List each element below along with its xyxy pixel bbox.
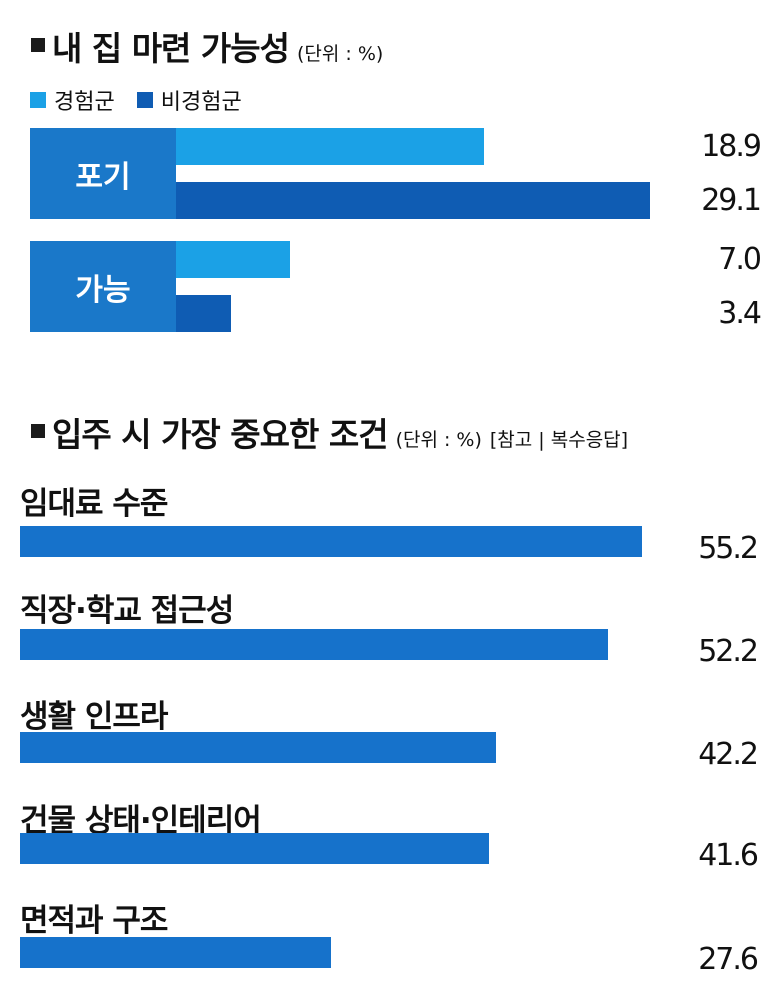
value-label: 52.2 [698,634,759,669]
chart2-unit: (단위 : %) [395,429,482,451]
legend-swatch-experienced [30,92,46,108]
legend-item-experienced: 경험군 [30,84,115,116]
bar-experienced [176,241,291,278]
bar [20,833,489,864]
section-marker-icon [31,38,45,52]
chart1-title-text: 내 집 마련 가능성 [52,29,290,68]
bar-non-experienced [176,182,650,219]
category-label-box: 가능 [30,241,176,332]
chart2-title: 입주 시 가장 중요한 조건 (단위 : %) [참고 | 복수응답] [52,408,628,456]
category-label: 생활 인프라 [20,699,168,735]
value-label: 42.2 [698,737,759,772]
value-label: 7.0 [718,242,762,277]
value-label: 41.6 [698,838,759,873]
legend-label-non-experienced: 비경험군 [160,90,242,115]
legend-swatch-non-experienced [136,92,153,108]
value-label: 3.4 [718,296,762,331]
chart2-note: [참고 | 복수응답] [489,429,629,451]
category-label: 면적과 구조 [20,903,168,939]
value-label: 18.9 [701,129,762,164]
legend-label-experienced: 경험군 [54,90,115,115]
bar-non-experienced [176,295,232,332]
value-label: 55.2 [698,531,759,566]
category-label: 임대료 수준 [20,486,168,522]
value-label: 27.6 [698,942,759,977]
chart1-title: 내 집 마련 가능성 (단위 : %) [52,22,383,70]
legend-item-non-experienced: 비경험군 [136,84,242,116]
category-label: 직장·학교 접근성 [20,593,234,629]
value-label: 29.1 [701,183,762,218]
bar [20,526,642,557]
chart1-legend: 경험군 비경험군 [30,84,264,116]
bar [20,732,496,763]
chart2-title-text: 입주 시 가장 중요한 조건 [52,415,389,454]
section-marker-icon [31,424,45,438]
bar [20,629,609,660]
bar-experienced [176,128,484,165]
bar [20,937,331,968]
category-label-box: 포기 [30,128,176,219]
chart1-unit: (단위 : %) [297,43,384,65]
